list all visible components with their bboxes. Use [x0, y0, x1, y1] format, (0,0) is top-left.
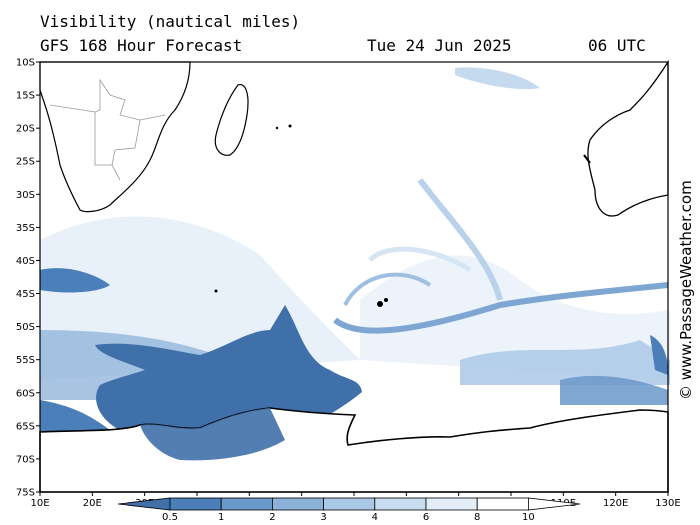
legend-swatch: [271, 497, 324, 511]
legend-label: 2: [269, 512, 275, 523]
legend-swatch: [220, 497, 273, 511]
legend-arrow-right: [528, 497, 581, 511]
lat-label: 50S: [16, 322, 35, 333]
legend: 0.5 1 2 3 4 6 8 10: [117, 497, 581, 523]
lat-label: 25S: [16, 157, 35, 168]
lon-label: 130E: [655, 498, 680, 509]
lat-label: 75S: [16, 488, 35, 499]
lat-label: 10S: [16, 58, 35, 69]
lat-label: 65S: [16, 421, 35, 432]
legend-label: 8: [474, 512, 480, 523]
lat-label: 30S: [16, 190, 35, 201]
latitude-axis: 10S 15S 20S 25S 30S 35S 40S 45S 50S 55S 60S 65S 70S 7…: [16, 58, 40, 499]
map-title: Visibility (nautical miles): [40, 12, 301, 31]
legend-swatch: [476, 497, 529, 511]
legend-swatch: [374, 497, 427, 511]
legend-label: 10: [522, 512, 535, 523]
lat-label: 20S: [16, 124, 35, 135]
lat-label: 15S: [16, 91, 35, 102]
legend-swatch: [425, 497, 478, 511]
lon-label: 20E: [83, 498, 102, 509]
lat-label: 60S: [16, 388, 35, 399]
legend-swatch: [323, 497, 376, 511]
coastal-fog: [140, 408, 285, 461]
lat-label: 45S: [16, 289, 35, 300]
legend-label: 4: [372, 512, 378, 523]
legend-label: 1: [218, 512, 224, 523]
credit-text: © www.PassageWeather.com: [677, 180, 695, 400]
legend-label: 0.5: [162, 512, 178, 523]
lat-label: 70S: [16, 454, 35, 465]
forecast-date: Tue 24 Jun 2025: [367, 36, 512, 55]
lon-label: 10E: [30, 498, 49, 509]
credit-text-wrapper: © www.PassageWeather.com: [677, 180, 695, 410]
lat-label: 40S: [16, 256, 35, 267]
lon-label: 120E: [603, 498, 628, 509]
forecast-label: GFS 168 Hour Forecast: [40, 36, 243, 55]
lat-label: 55S: [16, 355, 35, 366]
lat-label: 35S: [16, 223, 35, 234]
legend-label: 6: [423, 512, 429, 523]
forecast-time: 06 UTC: [588, 36, 646, 55]
legend-swatch: [169, 497, 222, 511]
visibility-field: [40, 67, 670, 492]
legend-label: 3: [320, 512, 326, 523]
